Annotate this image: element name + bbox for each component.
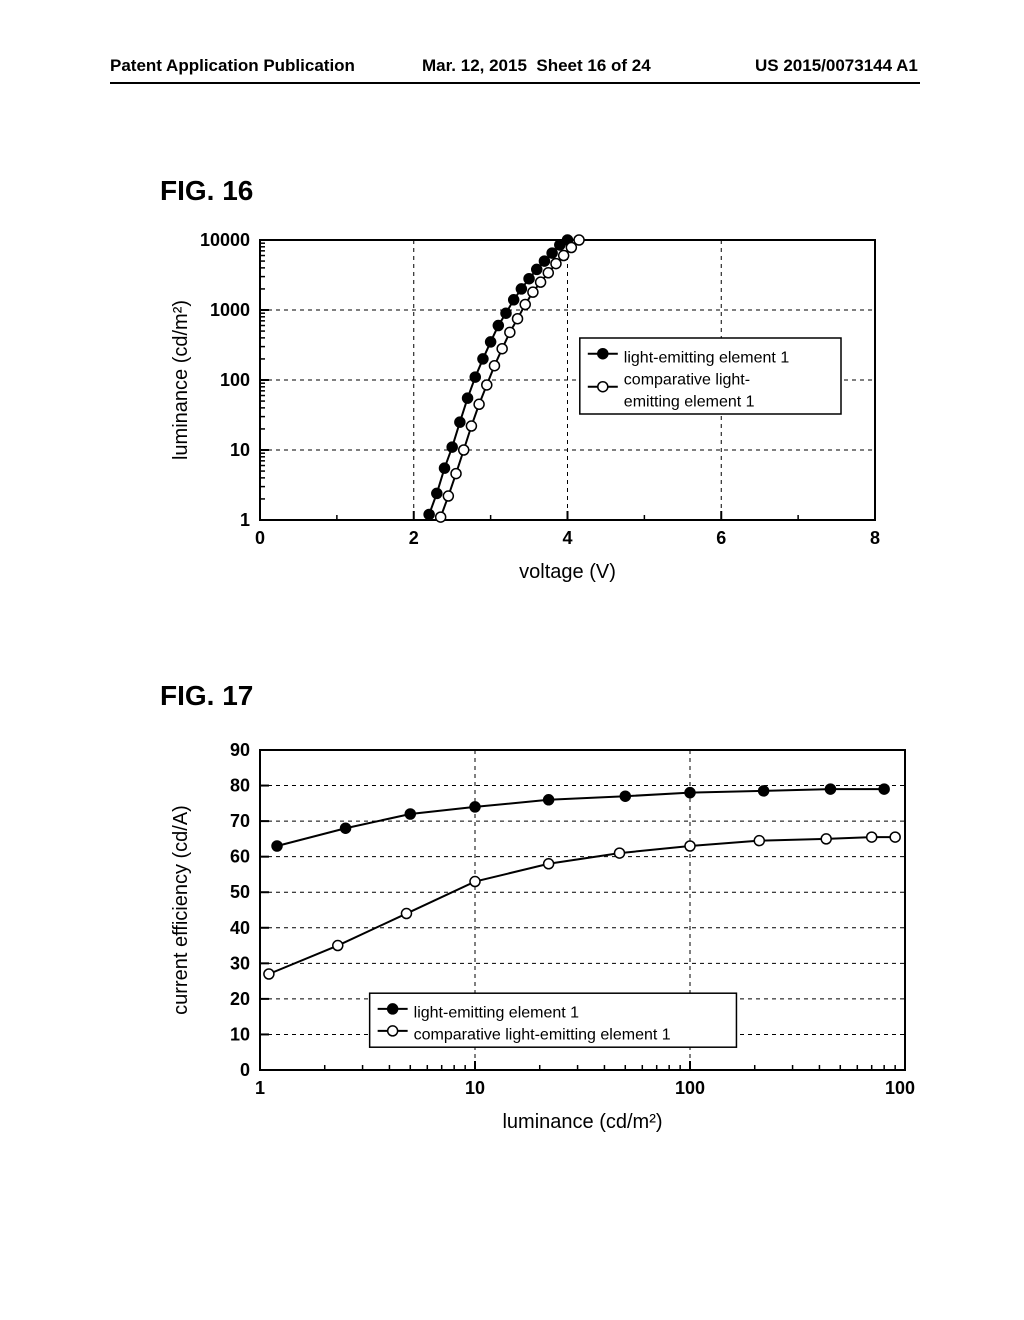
svg-text:1000: 1000: [210, 300, 250, 320]
svg-text:1: 1: [255, 1078, 265, 1098]
fig17-chart: 1 10 100 1000 0 10 20 30 40 50 60 70 80 90 luminance (…: [165, 740, 915, 1140]
svg-text:0: 0: [240, 1060, 250, 1080]
header-left: Patent Application Publication: [110, 56, 355, 76]
svg-text:2: 2: [409, 528, 419, 548]
svg-text:40: 40: [230, 918, 250, 938]
svg-text:20: 20: [230, 989, 250, 1009]
svg-text:1: 1: [240, 510, 250, 530]
svg-text:0: 0: [255, 528, 265, 548]
svg-text:70: 70: [230, 811, 250, 831]
svg-text:comparative light-: comparative light-: [624, 372, 750, 389]
svg-text:current efficiency (cd/A): current efficiency (cd/A): [170, 805, 192, 1015]
svg-text:30: 30: [230, 953, 250, 973]
fig16-chart: 0 2 4 6 8 1 10 100 1000 10000 voltage (V) luminance…: [165, 230, 885, 590]
svg-text:50: 50: [230, 882, 250, 902]
svg-text:emitting element 1: emitting element 1: [624, 394, 755, 411]
svg-text:luminance (cd/m²): luminance (cd/m²): [170, 300, 192, 460]
svg-text:luminance (cd/m²): luminance (cd/m²): [502, 1111, 662, 1133]
svg-text:10: 10: [230, 1024, 250, 1044]
svg-text:light-emitting element 1: light-emitting element 1: [414, 1005, 580, 1022]
svg-text:80: 80: [230, 776, 250, 796]
page: Patent Application Publication Mar. 12, …: [0, 0, 1024, 1320]
svg-text:100: 100: [675, 1078, 705, 1098]
svg-text:comparative light-emitting ele: comparative light-emitting element 1: [414, 1027, 671, 1044]
svg-text:10: 10: [465, 1078, 485, 1098]
header-mid: Mar. 12, 2015 Sheet 16 of 24: [422, 56, 651, 76]
fig16-label: FIG. 16: [160, 175, 253, 207]
header-right: US 2015/0073144 A1: [755, 56, 918, 76]
header-date: Mar. 12, 2015: [422, 56, 527, 75]
svg-text:60: 60: [230, 847, 250, 867]
svg-text:100: 100: [220, 370, 250, 390]
header-rule: [110, 82, 920, 84]
svg-text:light-emitting element 1: light-emitting element 1: [624, 350, 790, 367]
svg-text:8: 8: [870, 528, 880, 548]
svg-text:10: 10: [230, 440, 250, 460]
svg-text:voltage (V): voltage (V): [519, 561, 616, 583]
fig17-label: FIG. 17: [160, 680, 253, 712]
svg-text:6: 6: [716, 528, 726, 548]
svg-text:1000: 1000: [885, 1078, 915, 1098]
svg-text:4: 4: [562, 528, 572, 548]
svg-text:10000: 10000: [200, 230, 250, 250]
svg-text:90: 90: [230, 740, 250, 760]
header-sheet: Sheet 16 of 24: [536, 56, 650, 75]
